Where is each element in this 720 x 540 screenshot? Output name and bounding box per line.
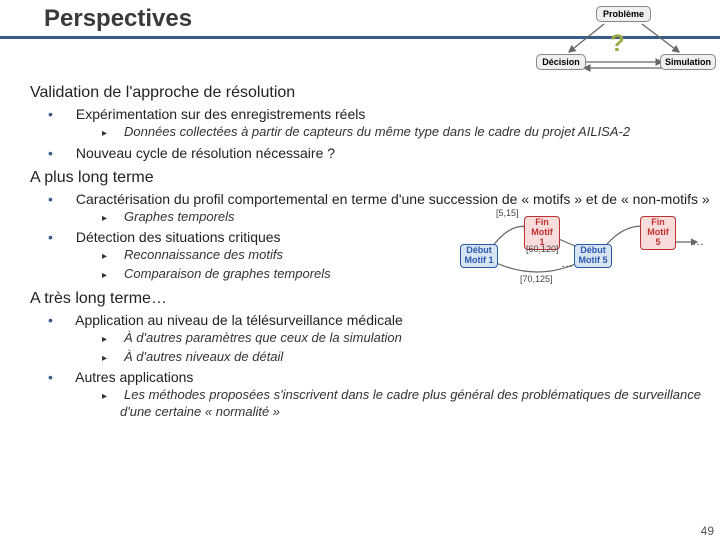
motif-interval: [5,15]: [496, 208, 519, 218]
section-heading: Validation de l'approche de résolution: [30, 84, 720, 102]
sub-bullet-list: À d'autres paramètres que ceux de la sim…: [102, 330, 720, 365]
sub-bullet-item: Les méthodes proposées s'inscrivent dans…: [102, 387, 702, 420]
bullet-list: Application au niveau de la télésurveill…: [48, 312, 720, 420]
bullet-item: Nouveau cycle de résolution nécessaire ?: [48, 145, 720, 161]
sub-bullet-item: Données collectées à partir de capteurs …: [102, 124, 642, 141]
motif-node-start1: Début Motif 1: [460, 244, 498, 268]
bullet-text: Application au niveau de la télésurveill…: [75, 312, 403, 328]
section-heading: A très long terme…: [30, 290, 720, 308]
bullet-text: Expérimentation sur des enregistrements …: [76, 106, 365, 122]
motif-dots: …: [561, 256, 573, 270]
sub-bullet-list: Données collectées à partir de capteurs …: [102, 124, 720, 141]
triangle-center: ?: [610, 30, 625, 58]
bullet-list: Expérimentation sur des enregistrements …: [48, 106, 720, 161]
motif-node-end5: Fin Motif 5: [640, 216, 676, 250]
motif-interval: [70,125]: [520, 274, 553, 284]
triangle-node-left: Décision: [536, 54, 586, 70]
motif-node-start5: Début Motif 5: [574, 244, 612, 268]
sub-bullet-item: À d'autres niveaux de détail: [102, 349, 720, 366]
content-area: Validation de l'approche de résolution E…: [0, 84, 720, 420]
triangle-node-right: Simulation: [660, 54, 716, 70]
bullet-text: Autres applications: [75, 369, 193, 385]
bullet-item: Autres applications Les méthodes proposé…: [48, 369, 720, 420]
motif-dots: …: [692, 234, 704, 248]
motif-interval: [60,120]: [526, 244, 559, 254]
triangle-node-top: Problème: [596, 6, 651, 22]
slide-title: Perspectives: [44, 5, 192, 33]
section-heading: A plus long terme: [30, 169, 720, 187]
sub-bullet-list: Les méthodes proposées s'inscrivent dans…: [102, 387, 720, 420]
page-number: 49: [701, 524, 714, 538]
motif-diagram: Début Motif 1 Fin Motif 1 Début Motif 5 …: [452, 202, 712, 292]
sub-bullet-item: À d'autres paramètres que ceux de la sim…: [102, 330, 720, 347]
bullet-text: Détection des situations critiques: [76, 229, 281, 245]
triangle-diagram: Problème Décision Simulation ?: [534, 4, 716, 84]
bullet-text: Nouveau cycle de résolution nécessaire ?: [76, 145, 335, 161]
bullet-item: Application au niveau de la télésurveill…: [48, 312, 720, 365]
bullet-item: Expérimentation sur des enregistrements …: [48, 106, 720, 141]
